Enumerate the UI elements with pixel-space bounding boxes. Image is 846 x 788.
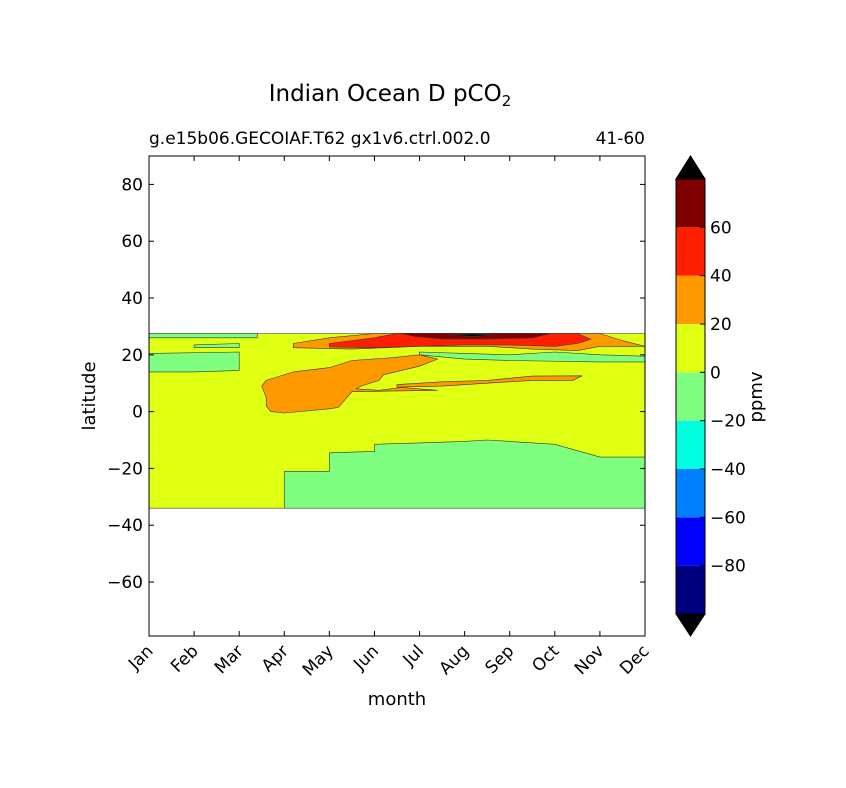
colorbar-swatch xyxy=(676,179,705,228)
x-tick-label: Sep xyxy=(481,641,518,678)
x-tick-label: Nov xyxy=(571,641,609,679)
y-axis-ticks: 80 60 40 20 0 −20 −40 −60 xyxy=(107,175,645,593)
y-axis-label: latitude xyxy=(79,361,100,430)
colorbar-tick-label: −20 xyxy=(710,412,746,432)
x-tick-label: Dec xyxy=(616,641,653,678)
colorbar-swatch xyxy=(676,469,705,518)
contour-regions xyxy=(149,333,645,509)
colorbar-swatch xyxy=(676,420,705,469)
y-tick-label: −60 xyxy=(107,573,143,593)
colorbar-tick-label: −40 xyxy=(710,460,746,480)
contour-region-south xyxy=(283,439,645,509)
colorbar-tick-label: 20 xyxy=(710,315,732,335)
colorbar-swatch xyxy=(676,275,705,324)
colorbar-frame xyxy=(675,178,706,615)
colorbar-swatch xyxy=(676,227,705,276)
y-tick-label: 80 xyxy=(121,175,143,195)
x-tick-label: Apr xyxy=(258,641,293,676)
plot-area: 80 60 40 20 0 −20 −40 −60 Jan Feb Mar Apr May Jun Jul… xyxy=(107,155,654,680)
colorbar-tick-label: −80 xyxy=(710,557,746,577)
contour-region-nw-strip xyxy=(149,333,258,339)
x-tick-label: Aug xyxy=(436,641,474,679)
colorbar-tick-label: 60 xyxy=(710,218,732,238)
x-axis-label: month xyxy=(368,689,426,710)
colorbar-label: ppmv xyxy=(746,371,767,422)
contour-region-west-band xyxy=(149,351,240,373)
colorbar-extend-max xyxy=(675,155,706,180)
x-tick-label: May xyxy=(299,641,338,680)
contour-region-east-band xyxy=(419,351,645,363)
plot-frame xyxy=(148,155,646,637)
colorbar-tick-label: −60 xyxy=(710,508,746,528)
y-tick-label: 40 xyxy=(121,289,143,309)
x-tick-label: Jun xyxy=(349,641,383,675)
colorbar-tick-label: 0 xyxy=(710,363,721,383)
y-tick-label: 20 xyxy=(121,346,143,366)
contour-region-central-blob xyxy=(261,354,439,414)
y-tick-label: 0 xyxy=(132,403,143,423)
x-tick-label: Oct xyxy=(528,641,563,676)
contour-region-peak-core xyxy=(451,333,492,337)
x-tick-label: Jan xyxy=(124,641,157,674)
contour-region-tongue xyxy=(396,375,583,388)
colorbar-swatch xyxy=(676,517,705,566)
colorbar: −80 −60 −40 −20 0 20 40 60 xyxy=(675,155,746,637)
colorbar-extend-min xyxy=(675,613,706,637)
chart-subtitle-right: 41-60 xyxy=(596,129,645,149)
y-tick-label: −40 xyxy=(107,516,143,536)
chart-title: Indian Ocean D pCO2 xyxy=(269,81,512,110)
colorbar-swatch xyxy=(676,324,705,373)
colorbar-swatch xyxy=(676,565,705,614)
chart-subtitle-left: g.e15b06.GECOIAF.T62 gx1v6.ctrl.002.0 xyxy=(149,129,491,149)
contour-region-nw-blob xyxy=(193,343,240,349)
colorbar-tick-label: 40 xyxy=(710,267,732,287)
x-tick-label: Mar xyxy=(211,641,248,678)
colorbar-swatch xyxy=(676,372,705,421)
x-tick-label: Jul xyxy=(399,641,428,670)
y-tick-label: 60 xyxy=(121,232,143,252)
y-tick-label: −20 xyxy=(107,459,143,479)
x-tick-label: Feb xyxy=(167,641,202,676)
